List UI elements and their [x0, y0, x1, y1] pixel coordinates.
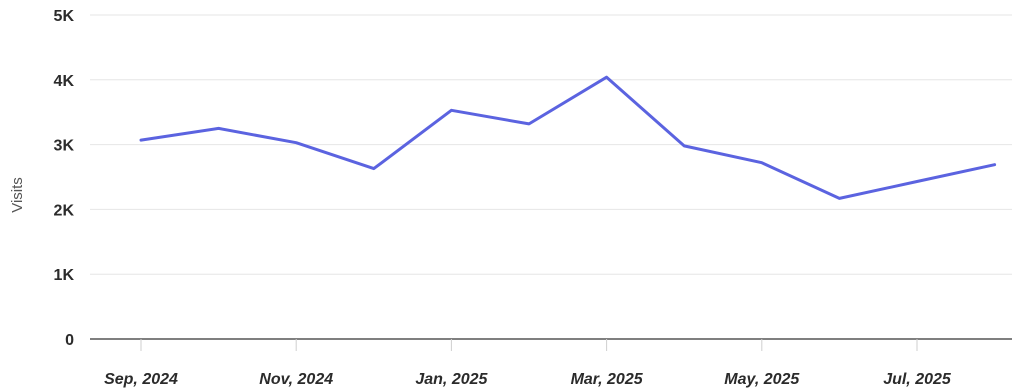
y-tick-label: 4K	[54, 73, 75, 90]
axes	[90, 338, 1012, 351]
y-tick-label: 0	[65, 332, 74, 349]
x-tick-label: Mar, 2025	[571, 371, 644, 388]
y-tick-label: 3K	[54, 138, 75, 155]
gridlines	[90, 14, 1012, 275]
series-layer	[139, 75, 997, 200]
x-tick-label: Sep, 2024	[104, 371, 178, 388]
visits-series-line	[139, 75, 997, 200]
y-tick-label: 1K	[54, 267, 75, 284]
x-tick-label: Jul, 2025	[883, 371, 952, 388]
x-tick-label: Nov, 2024	[259, 371, 333, 388]
y-tick-label: 5K	[54, 8, 75, 25]
tick-labels: 0 1K 2K 3K 4K 5K Sep, 2024 Nov, 2024 Jan, 2025 Ma…	[54, 8, 952, 388]
x-tick-label: Jan, 2025	[415, 371, 488, 388]
x-tick-label: May, 2025	[724, 371, 800, 388]
y-axis-title: Visits	[9, 177, 26, 213]
y-tick-label: 2K	[54, 202, 75, 219]
